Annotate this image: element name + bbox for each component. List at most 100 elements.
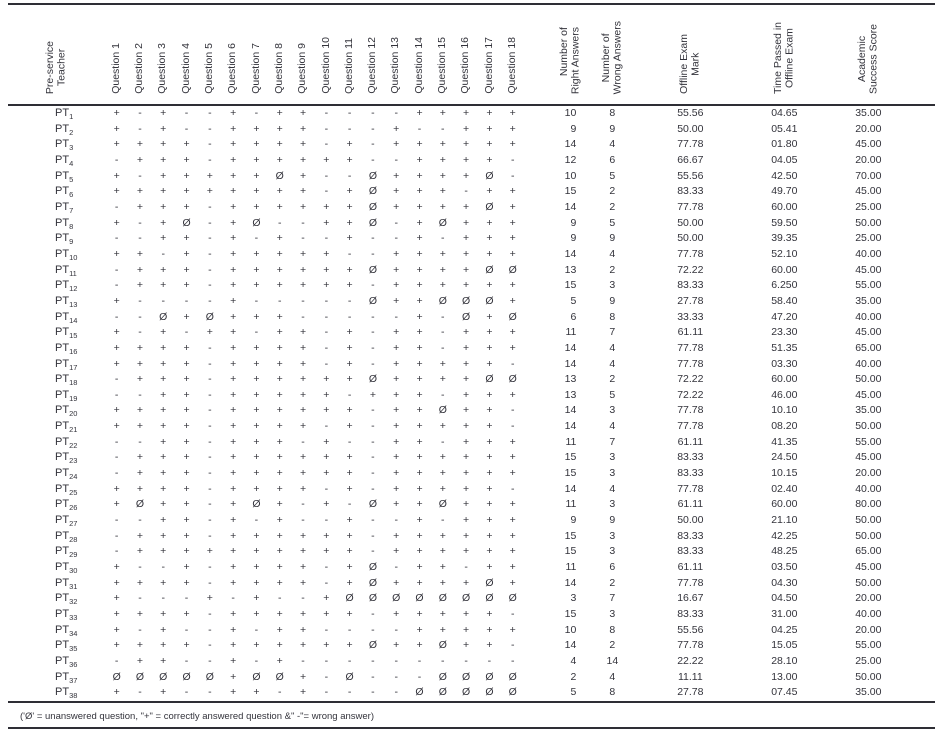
answer-cell: - — [114, 373, 119, 386]
teacher-prefix: PT — [55, 623, 70, 636]
column-header-question-5-label: Question 5 — [203, 43, 216, 94]
answer-cell: + — [136, 467, 144, 480]
answer-cell: + — [230, 169, 237, 182]
answer-cell: Ø — [462, 670, 471, 683]
answer-cell: + — [393, 451, 400, 464]
column-header-teacher: Pre-service Teacher — [8, 4, 105, 106]
exam-mark-cell: 27.78 — [677, 686, 704, 699]
exam-mark-cell: 61.11 — [677, 561, 704, 574]
column-header-question-5: Question 5 — [198, 4, 222, 106]
answer-cell: Ø — [485, 169, 494, 182]
answer-cell: + — [323, 263, 330, 276]
answer-cell: + — [486, 498, 493, 511]
answer-cell: - — [324, 185, 329, 198]
right-answers-cell: 10 — [564, 169, 577, 182]
answer-cell: + — [439, 545, 446, 558]
answer-cell: + — [183, 279, 190, 292]
row-spacer — [914, 184, 935, 200]
answer-cell: - — [441, 341, 445, 354]
answer-cell: + — [439, 279, 446, 292]
answer-cell: + — [323, 216, 330, 229]
right-answers-cell: 11 — [565, 435, 577, 448]
answer-cell: + — [346, 232, 353, 245]
answer-cell: + — [463, 232, 470, 245]
answer-cell: + — [183, 576, 190, 589]
right-answers-cell: 15 — [564, 279, 577, 292]
answer-cell: + — [463, 608, 470, 620]
answer-cell: + — [160, 169, 167, 182]
answer-cell: + — [113, 122, 120, 135]
column-header-right-answers: Number of Right Answers — [524, 4, 591, 106]
answer-cell: + — [416, 326, 423, 339]
teacher-label: PT5 — [8, 169, 105, 185]
teacher-index: 26 — [69, 503, 78, 513]
answer-cell: - — [324, 561, 329, 574]
answer-cell: + — [183, 138, 190, 151]
answer-cell: - — [301, 294, 305, 307]
teacher-label: PT23 — [8, 450, 105, 466]
answer-cell: + — [230, 373, 237, 386]
teacher-prefix: PT — [55, 608, 70, 620]
column-header-question-14-label: Question 14 — [413, 37, 426, 94]
teacher-prefix: PT — [55, 514, 70, 527]
right-answers-cell: 11 — [565, 326, 577, 339]
row-spacer — [914, 341, 935, 357]
results-table: Pre-service Teacher Question 1 Question 2 Qu… — [8, 3, 936, 703]
answer-cell: + — [393, 435, 400, 448]
success-score-cell: 45.00 — [855, 388, 882, 401]
column-header-question-1-line: Question 1 — [109, 43, 122, 94]
answer-cell: + — [509, 514, 516, 527]
exam-mark-cell: 55.56 — [677, 623, 704, 636]
table-row: PT20 + + + + - + + + + + + - + + Ø + + - 14 3 77.78 10.10 35.00 — [8, 403, 935, 419]
answer-cell: + — [276, 514, 283, 527]
right-answers-cell: 2 — [570, 670, 577, 683]
answer-cell: + — [393, 467, 400, 480]
answer-cell: - — [114, 153, 119, 166]
answer-cell: - — [301, 654, 305, 667]
answer-cell: + — [509, 216, 516, 229]
answer-cell: + — [416, 185, 423, 198]
answer-cell: - — [114, 232, 119, 245]
column-header-right-answers-label: Number of Right Answers — [558, 27, 582, 94]
answer-cell: + — [416, 482, 423, 495]
answer-cell: + — [160, 435, 167, 448]
answer-cell: + — [486, 310, 493, 323]
answer-cell: Ø — [415, 592, 424, 605]
answer-cell: + — [183, 357, 190, 370]
wrong-answers-cell: 3 — [609, 529, 616, 542]
table-row: PT15 + - + - + + - + + - + - + + - + + +11 7 61.11 23.30 45.00 — [8, 325, 935, 341]
teacher-index: 38 — [69, 691, 78, 701]
right-answers-cell: 14 — [564, 482, 577, 495]
answer-cell: + — [299, 639, 307, 652]
answer-cell: + — [299, 420, 307, 433]
answer-cell: + — [416, 388, 423, 401]
answer-cell: + — [113, 247, 120, 260]
answer-cell: - — [208, 482, 212, 495]
answer-cell: + — [299, 185, 307, 198]
column-header-question-7: Question 7 — [244, 4, 269, 106]
answer-cell: + — [230, 686, 237, 699]
answer-cell: + — [230, 435, 237, 448]
answer-cell: + — [393, 326, 400, 339]
answer-cell: - — [324, 576, 329, 589]
answer-cell: - — [138, 514, 142, 527]
answer-cell: + — [160, 467, 167, 480]
teacher-label: PT10 — [8, 247, 105, 263]
answer-cell: + — [253, 279, 260, 292]
answer-cell: - — [371, 404, 375, 417]
exam-time-cell: 60.00 — [771, 263, 798, 276]
answer-cell: + — [183, 608, 190, 620]
answer-cell: - — [301, 498, 305, 511]
wrong-answers-cell: 2 — [609, 200, 616, 213]
answer-cell: + — [183, 514, 190, 527]
wrong-answers-cell: 4 — [609, 670, 616, 683]
success-score-cell: 80.00 — [855, 498, 882, 511]
answer-cell: - — [208, 404, 212, 417]
answer-cell: + — [230, 185, 237, 198]
answer-cell: + — [416, 623, 423, 636]
answer-cell: + — [183, 200, 190, 213]
teacher-prefix: PT — [55, 107, 70, 119]
answer-cell: + — [253, 153, 260, 166]
answer-cell: - — [324, 169, 329, 182]
exam-time-cell: 07.45 — [771, 686, 798, 699]
